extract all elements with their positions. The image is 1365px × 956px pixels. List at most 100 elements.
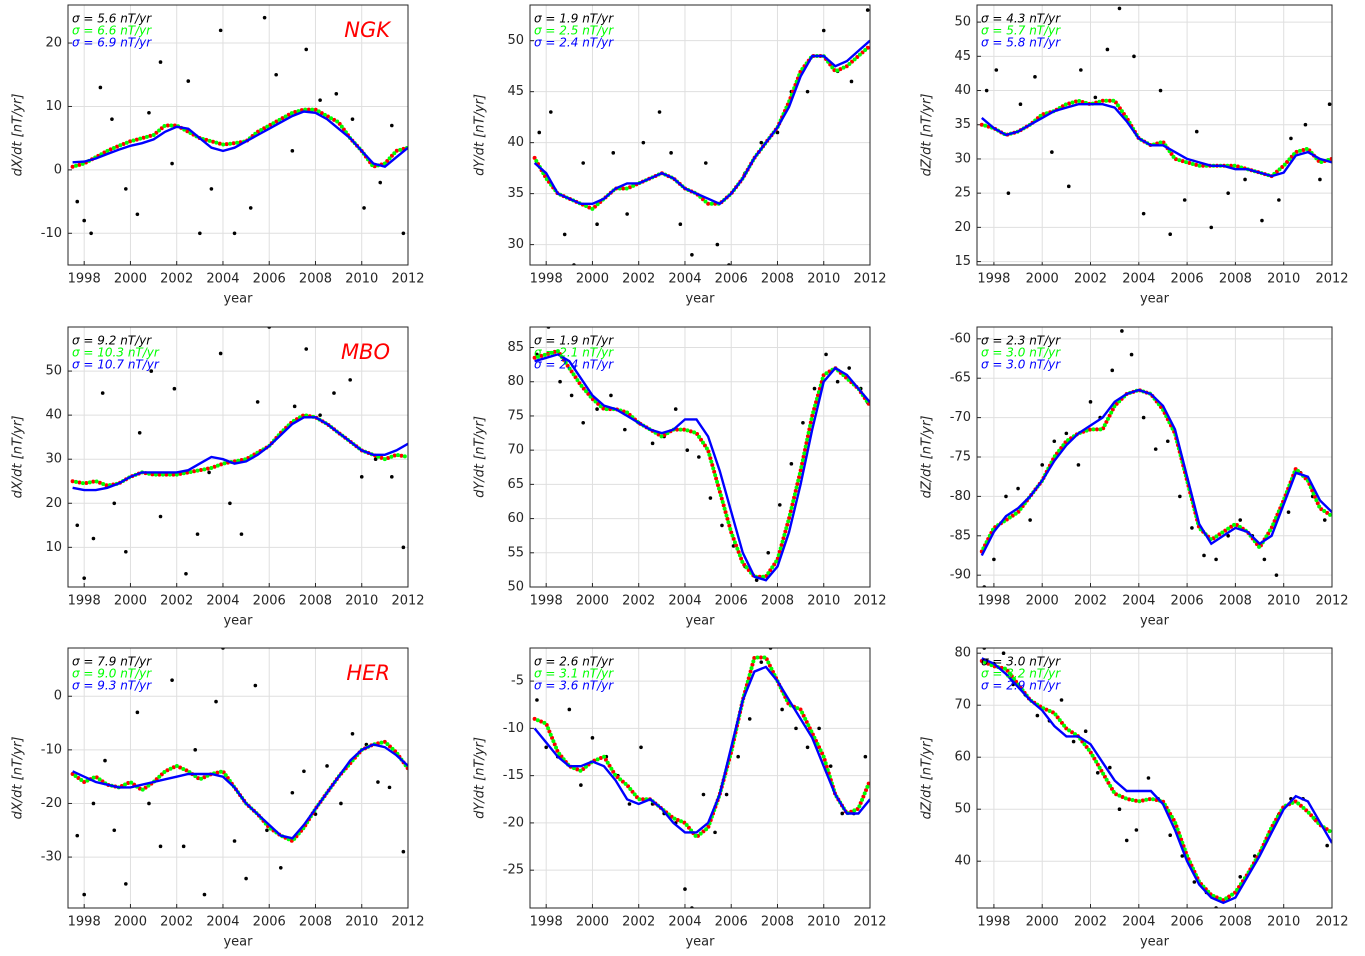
data-point — [703, 161, 708, 165]
x-tick-label: 2012 — [853, 915, 886, 930]
data-point — [325, 764, 329, 768]
data-point — [805, 745, 810, 750]
data-point — [595, 222, 599, 227]
axes-box — [976, 4, 1333, 266]
data-point — [1071, 739, 1076, 744]
sigma-label: σ = 9.3 nT/yr — [72, 679, 152, 693]
plot-marks — [979, 329, 1332, 587]
data-point — [75, 199, 80, 204]
x-tick-label: 2000 — [114, 594, 147, 609]
data-point — [1105, 47, 1110, 52]
x-axis-label: year — [1140, 935, 1170, 950]
data-point — [824, 352, 828, 357]
data-point — [390, 123, 394, 128]
sigma-label: σ = 4.3 nT/yr — [981, 12, 1061, 26]
y-tick-label: 45 — [954, 49, 971, 64]
data-point — [1124, 838, 1129, 843]
x-tick-label: 2004 — [1122, 594, 1155, 609]
data-point — [135, 710, 140, 715]
station-label: NGK — [344, 18, 392, 42]
sigma-label: σ = 5.8 nT/yr — [981, 36, 1061, 50]
data-point — [625, 212, 629, 216]
y-tick-label: 20 — [45, 496, 62, 511]
dotted-line — [979, 659, 1332, 903]
data-point — [1016, 486, 1020, 491]
data-point — [697, 455, 701, 459]
panel: 1998 2000 2002 2004 2006 2008 2010 2012 50 55 60 65… — [473, 326, 887, 629]
y-tick-label: -80 — [950, 489, 971, 504]
data-point — [777, 503, 782, 507]
y-tick-label: 30 — [954, 151, 971, 166]
x-tick-label: 2000 — [114, 915, 147, 930]
x-tick-label: 2006 — [1171, 594, 1204, 609]
data-point — [1274, 573, 1279, 577]
y-tick-label: -10 — [503, 721, 524, 736]
plot-marks — [70, 327, 408, 580]
data-point — [401, 231, 406, 236]
data-point — [207, 470, 211, 475]
y-tick-label: 50 — [45, 364, 62, 379]
data-point — [1066, 184, 1071, 189]
data-point — [1033, 75, 1037, 79]
data-point — [1168, 232, 1172, 237]
x-tick-label: 2010 — [807, 272, 840, 287]
data-point — [1059, 698, 1064, 702]
axes-box — [529, 647, 871, 909]
x-tick-label: 2002 — [160, 272, 193, 287]
data-point — [110, 117, 114, 121]
sigma-label: σ = 10.3 nT/yr — [72, 346, 160, 360]
data-point — [650, 441, 655, 446]
data-point — [865, 8, 870, 12]
data-point — [124, 187, 128, 191]
sigma-label: σ = 2.6 nT/yr — [534, 655, 614, 669]
data-point — [193, 748, 198, 752]
sigma-label: σ = 9.2 nT/yr — [72, 334, 152, 348]
axes-box — [67, 647, 409, 909]
data-point — [641, 140, 646, 145]
data-point — [1110, 368, 1115, 373]
data-point — [401, 849, 406, 854]
data-point — [228, 501, 232, 506]
x-tick-label: 2008 — [1219, 272, 1252, 287]
data-point — [678, 222, 683, 227]
x-tick-label: 1998 — [977, 594, 1010, 609]
y-tick-label: 15 — [954, 254, 971, 269]
data-point — [181, 844, 186, 849]
y-tick-label: 20 — [954, 220, 971, 235]
sigma-label: σ = 10.7 nT/yr — [72, 358, 160, 372]
panel: 1998 2000 2002 2004 2006 2008 2010 2012 30 35 40 45… — [473, 4, 887, 307]
x-tick-label: 2012 — [853, 594, 886, 609]
data-point — [535, 698, 539, 702]
x-tick-label: 1998 — [977, 915, 1010, 930]
x-tick-label: 2002 — [622, 915, 655, 930]
dotted-line — [979, 98, 1332, 179]
data-point — [821, 28, 826, 33]
data-point — [255, 400, 260, 404]
data-point — [623, 427, 627, 432]
model-line — [72, 416, 408, 492]
data-point — [611, 151, 616, 155]
y-tick-label: -70 — [950, 410, 971, 425]
data-point — [1286, 510, 1291, 514]
y-tick-label: -60 — [950, 331, 971, 346]
data-point — [304, 347, 309, 351]
x-axis-label: year — [1140, 292, 1170, 307]
y-tick-label: 55 — [507, 545, 524, 560]
y-tick-label: 10 — [45, 99, 62, 114]
x-tick-label: 1998 — [68, 915, 101, 930]
plot-marks — [532, 327, 870, 582]
x-axis-label: year — [685, 614, 715, 629]
plot-marks — [979, 6, 1332, 237]
data-point — [708, 496, 713, 500]
x-tick-label: 2010 — [807, 915, 840, 930]
y-tick-label: 0 — [54, 689, 62, 704]
y-tick-label: 40 — [507, 135, 524, 150]
data-point — [775, 130, 780, 135]
x-tick-label: 2000 — [1026, 594, 1059, 609]
data-point — [1277, 198, 1281, 202]
y-axis-label: dZ/dt [nT/yr] — [920, 416, 935, 499]
data-point — [147, 801, 151, 806]
x-tick-label: 2004 — [206, 915, 239, 930]
sigma-label: σ = 2.4 nT/yr — [534, 36, 614, 50]
